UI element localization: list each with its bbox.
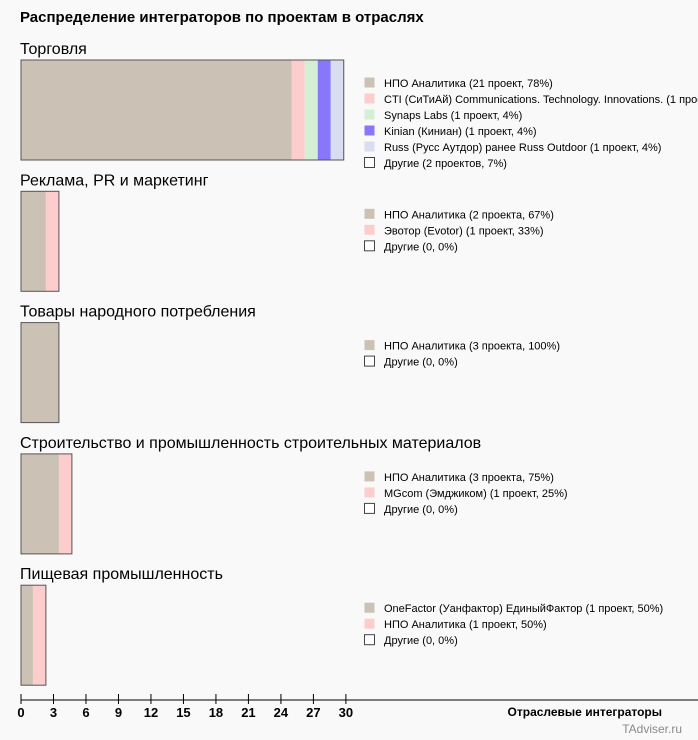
- bar-segment: [21, 453, 59, 554]
- legend-swatch: [364, 157, 375, 168]
- section-title: Товары народного потребления: [20, 304, 256, 321]
- legend-label: Эвотор (Evotor) (1 проект, 33%): [384, 225, 544, 237]
- legend-swatch: [364, 141, 375, 152]
- bar-outline: [20, 453, 73, 555]
- bar-outline: [20, 584, 47, 686]
- legend-label: Другие (0, 0%): [384, 357, 458, 369]
- bar-segment: [21, 585, 33, 686]
- x-tick-label: 24: [274, 705, 289, 720]
- legend-label: OneFactor (Уанфактор) ЕдиныйФактор (1 пр…: [384, 603, 663, 615]
- bar-segment: [21, 191, 46, 292]
- x-tick-label: 3: [50, 705, 57, 720]
- x-tick-label: 12: [144, 705, 158, 720]
- legend-swatch: [364, 208, 375, 219]
- bar-segment: [58, 453, 72, 554]
- watermark: TAdviser.ru: [622, 722, 682, 736]
- bar-segment: [21, 60, 292, 160]
- section-title: Реклама, PR и маркетинг: [20, 172, 209, 189]
- x-tick-label: 18: [209, 705, 223, 720]
- legend-label: Synaps Labs (1 проект, 4%): [384, 110, 522, 122]
- legend-label: Другие (2 проектов, 7%): [384, 158, 507, 170]
- bar-outline: [20, 322, 60, 424]
- legend-swatch: [364, 602, 375, 613]
- x-axis-label: Отраслевые интеграторы: [508, 705, 662, 719]
- legend-swatch: [364, 125, 375, 136]
- legend-swatch: [364, 224, 375, 235]
- bar-segment: [304, 60, 318, 160]
- legend-label: НПО Аналитика (3 проекта, 75%): [384, 472, 554, 484]
- legend-label: Другие (0, 0%): [384, 241, 458, 253]
- bar-outline: [20, 59, 345, 161]
- legend-label: НПО Аналитика (3 проекта, 100%): [384, 341, 560, 353]
- x-tick-label: 0: [17, 705, 24, 720]
- legend-swatch: [364, 618, 375, 629]
- legend-swatch: [364, 471, 375, 482]
- bar-outline: [20, 190, 60, 292]
- x-tick-label: 30: [339, 705, 353, 720]
- legend-label: НПО Аналитика (21 проект, 78%): [384, 78, 553, 90]
- chart-title: Распределение интеграторов по проектам в…: [20, 9, 424, 26]
- legend-swatch: [364, 502, 375, 514]
- legend-label: CTI (СиТиАй) Communications. Technology.…: [384, 94, 698, 106]
- bar-segment: [21, 322, 59, 423]
- legend-swatch: [364, 340, 375, 351]
- legend-label: MGcom (Эмджиком) (1 проект, 25%): [384, 488, 568, 500]
- legend-swatch: [364, 109, 375, 120]
- legend-label: Другие (0, 0%): [384, 635, 458, 647]
- legend-label: НПО Аналитика (2 проекта, 67%): [384, 209, 554, 221]
- bar-segment: [32, 585, 46, 686]
- legend-swatch: [364, 240, 375, 252]
- legend-swatch: [364, 93, 375, 104]
- legend-swatch: [364, 355, 375, 367]
- x-tick-label: 21: [241, 705, 255, 720]
- legend-swatch: [364, 487, 375, 498]
- x-tick-label: 9: [115, 705, 122, 720]
- legend-swatch: [364, 634, 375, 646]
- legend-swatch: [364, 77, 375, 88]
- x-tick-label: 15: [176, 705, 190, 720]
- section-title: Строительство и промышленность строитель…: [20, 435, 481, 452]
- legend-label: Kinian (Киниан) (1 проект, 4%): [384, 126, 537, 138]
- section-title: Торговля: [20, 41, 87, 58]
- bar-segment: [45, 191, 59, 292]
- x-tick-label: 27: [306, 705, 320, 720]
- legend-label: Russ (Русс Аутдор) ранее Russ Outdoor (1…: [384, 142, 661, 154]
- legend-label: Другие (0, 0%): [384, 504, 458, 516]
- section-title: Пищевая промышленность: [20, 566, 223, 583]
- x-tick-label: 6: [82, 705, 89, 720]
- legend-label: НПО Аналитика (1 проект, 50%): [384, 619, 547, 631]
- bar-segment: [330, 60, 344, 160]
- bar-segment: [317, 60, 331, 160]
- bar-segment: [291, 60, 305, 160]
